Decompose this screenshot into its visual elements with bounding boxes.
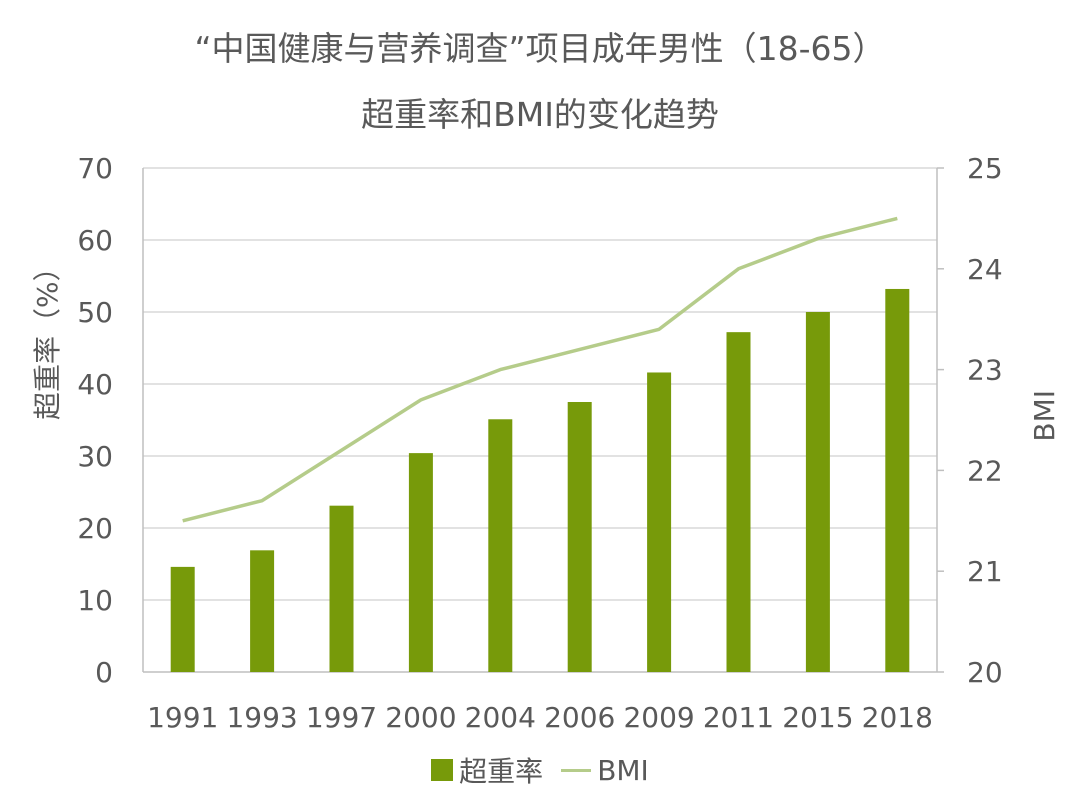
x-tick-label: 2004 — [465, 701, 536, 734]
y2-tick-label: 21 — [967, 555, 1003, 588]
y2-tick-label: 23 — [967, 354, 1003, 387]
legend-item-bmi: BMI — [561, 754, 649, 787]
legend-label: BMI — [597, 753, 649, 787]
chart-title-line-2: 超重率和BMI的变化趋势 — [361, 95, 719, 134]
x-tick-label: 2018 — [862, 701, 933, 734]
legend-item-overweight: 超重率 — [431, 750, 543, 790]
y2-tick-label: 20 — [967, 656, 1003, 689]
x-tick-label: 2000 — [385, 701, 456, 734]
legend-bar-swatch — [431, 759, 454, 781]
bar-1991 — [170, 566, 195, 672]
x-tick-label: 1997 — [306, 701, 377, 734]
legend-line-swatch — [561, 768, 592, 772]
y-tick-label: 10 — [77, 584, 113, 617]
y2-axis-label: BMI — [1028, 390, 1061, 442]
bar-2000 — [408, 453, 433, 672]
y-tick-label: 20 — [77, 512, 113, 545]
bar-2006 — [567, 402, 592, 672]
y-tick-label: 70 — [77, 152, 113, 185]
y2-tick-label: 24 — [967, 253, 1003, 286]
x-tick-label: 2006 — [544, 701, 615, 734]
legend-label: 超重率 — [459, 755, 544, 788]
chart-title-line-1: “中国健康与营养调查”项目成年男性（18-65） — [194, 29, 886, 68]
bar-2011 — [726, 332, 751, 672]
x-tick-label: 2015 — [782, 701, 853, 734]
bar-2015 — [805, 312, 830, 672]
y-tick-label: 50 — [77, 296, 113, 329]
y2-tick-label: 22 — [967, 454, 1003, 487]
bar-1997 — [329, 505, 354, 672]
y-tick-label: 30 — [77, 440, 113, 473]
y-tick-label: 60 — [77, 224, 113, 257]
bar-2009 — [647, 372, 672, 672]
y-axis-label: 超重率（%） — [31, 253, 64, 420]
x-tick-label: 1993 — [226, 701, 297, 734]
x-tick-label: 2009 — [623, 701, 694, 734]
x-tick-label: 2011 — [703, 701, 774, 734]
bmi-line — [182, 216, 898, 523]
y-tick-label: 40 — [77, 368, 113, 401]
y-tick-label: 0 — [95, 656, 113, 689]
legend: 超重率 BMI — [0, 750, 1080, 790]
y2-tick-label: 25 — [967, 152, 1003, 185]
bar-2004 — [488, 419, 513, 672]
x-tick-label: 1991 — [147, 701, 218, 734]
bar-1993 — [250, 550, 275, 672]
bar-2018 — [885, 288, 910, 672]
